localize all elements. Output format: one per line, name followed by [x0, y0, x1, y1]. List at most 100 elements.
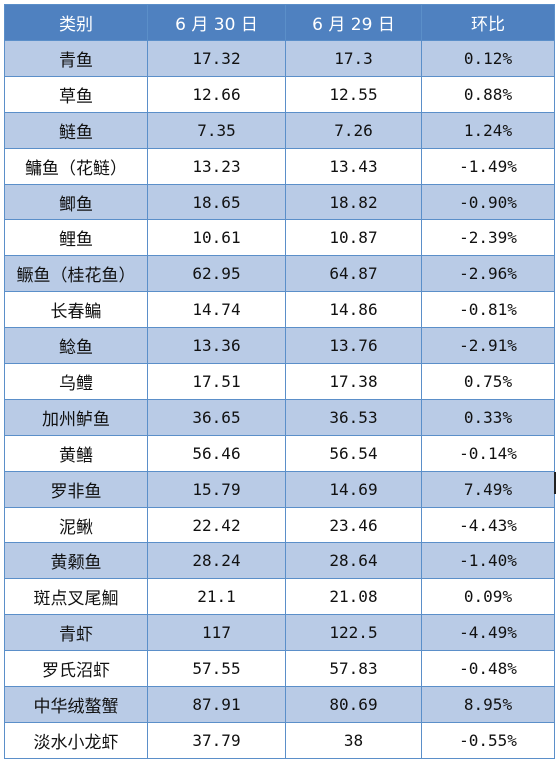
cell-june-29: 122.5 [285, 614, 422, 652]
table-row: 鳙鱼（花鲢） 13.23 13.43 -1.49% [4, 147, 555, 185]
cell-change: -1.40% [421, 542, 555, 580]
cell-category: 鳙鱼（花鲢） [4, 147, 148, 185]
table-row: 加州鲈鱼 36.65 36.53 0.33% [4, 398, 555, 436]
table-row: 青鱼 17.32 17.3 0.12% [4, 40, 555, 77]
cell-category: 乌鳢 [4, 363, 148, 400]
cell-change: -1.49% [421, 147, 555, 185]
cell-june-30: 21.1 [147, 578, 286, 616]
table-row: 泥鳅 22.42 23.46 -4.43% [4, 506, 555, 544]
table-row: 罗氏沼虾 57.55 57.83 -0.48% [4, 650, 555, 688]
cell-june-29: 80.69 [285, 686, 422, 723]
cell-june-30: 14.74 [147, 291, 286, 329]
cell-june-30: 12.66 [147, 75, 286, 113]
cell-change: -0.48% [421, 650, 555, 688]
cell-june-30: 13.36 [147, 327, 286, 365]
header-change: 环比 [421, 4, 555, 41]
cell-change: -4.43% [421, 506, 555, 544]
table-row: 黄鳝 56.46 56.54 -0.14% [4, 434, 555, 472]
cell-june-30: 15.79 [147, 470, 286, 508]
cell-category: 罗非鱼 [4, 470, 148, 508]
cell-category: 长春鳊 [4, 291, 148, 329]
cell-category: 青鱼 [4, 40, 148, 77]
table-row: 鲶鱼 13.36 13.76 -2.91% [4, 327, 555, 365]
table-row: 草鱼 12.66 12.55 0.88% [4, 75, 555, 113]
table-row: 黄颡鱼 28.24 28.64 -1.40% [4, 542, 555, 580]
cell-change: -0.55% [421, 721, 555, 759]
cell-june-29: 36.53 [285, 398, 422, 436]
cell-june-29: 14.69 [285, 470, 422, 508]
cell-june-30: 22.42 [147, 506, 286, 544]
cell-change: -0.14% [421, 434, 555, 472]
table-header-row: 类别 6 月 30 日 6 月 29 日 环比 [4, 4, 555, 41]
cell-june-30: 7.35 [147, 111, 286, 149]
cell-category: 淡水小龙虾 [4, 721, 148, 759]
cell-change: 0.33% [421, 398, 555, 436]
cell-june-30: 18.65 [147, 183, 286, 221]
table-row: 鲢鱼 7.35 7.26 1.24% [4, 111, 555, 149]
cell-june-29: 28.64 [285, 542, 422, 580]
table-row: 长春鳊 14.74 14.86 -0.81% [4, 291, 555, 329]
cell-june-29: 56.54 [285, 434, 422, 472]
table-row: 罗非鱼 15.79 14.69 7.49% [4, 470, 555, 508]
cell-june-29: 13.43 [285, 147, 422, 185]
table-row: 鳜鱼（桂花鱼） 62.95 64.87 -2.96% [4, 255, 555, 293]
cell-june-30: 37.79 [147, 721, 286, 759]
cell-change: 7.49% [421, 470, 555, 508]
cell-category: 黄颡鱼 [4, 542, 148, 580]
cell-june-30: 28.24 [147, 542, 286, 580]
cell-june-29: 10.87 [285, 219, 422, 257]
cell-june-30: 17.32 [147, 40, 286, 77]
cell-change: -2.96% [421, 255, 555, 293]
cell-june-30: 10.61 [147, 219, 286, 257]
cell-change: 0.12% [421, 40, 555, 77]
cell-category: 鲢鱼 [4, 111, 148, 149]
table-row: 淡水小龙虾 37.79 38 -0.55% [4, 721, 555, 759]
fish-price-table: 类别 6 月 30 日 6 月 29 日 环比 青鱼 17.32 17.3 0.12%… [4, 4, 555, 759]
cell-june-29: 18.82 [285, 183, 422, 221]
cell-change: 8.95% [421, 686, 555, 723]
table-row: 斑点叉尾鮰 21.1 21.08 0.09% [4, 578, 555, 616]
table-body: 青鱼 17.32 17.3 0.12% 草鱼 12.66 12.55 0.88% 鲢鱼 7.35 7… [4, 40, 555, 759]
cell-category: 鳜鱼（桂花鱼） [4, 255, 148, 293]
cell-category: 中华绒螯蟹 [4, 686, 148, 723]
cell-category: 鲶鱼 [4, 327, 148, 365]
cell-june-29: 57.83 [285, 650, 422, 688]
cell-june-29: 17.3 [285, 40, 422, 77]
cell-june-29: 12.55 [285, 75, 422, 113]
cell-category: 加州鲈鱼 [4, 398, 148, 436]
cell-june-30: 56.46 [147, 434, 286, 472]
cell-change: 1.24% [421, 111, 555, 149]
cell-june-30: 17.51 [147, 363, 286, 400]
cell-change: 0.09% [421, 578, 555, 616]
cell-change: 0.75% [421, 363, 555, 400]
cell-june-29: 38 [285, 721, 422, 759]
cell-category: 黄鳝 [4, 434, 148, 472]
cell-change: -0.90% [421, 183, 555, 221]
cell-june-29: 14.86 [285, 291, 422, 329]
cell-june-30: 117 [147, 614, 286, 652]
header-june-29: 6 月 29 日 [285, 4, 422, 41]
header-category: 类别 [4, 4, 148, 41]
cell-june-29: 21.08 [285, 578, 422, 616]
table-row: 鲤鱼 10.61 10.87 -2.39% [4, 219, 555, 257]
cell-change: 0.88% [421, 75, 555, 113]
cell-category: 青虾 [4, 614, 148, 652]
cell-june-29: 64.87 [285, 255, 422, 293]
cell-change: -0.81% [421, 291, 555, 329]
cell-june-30: 13.23 [147, 147, 286, 185]
price-table-container: 类别 6 月 30 日 6 月 29 日 环比 青鱼 17.32 17.3 0.12%… [4, 4, 555, 759]
cell-june-30: 57.55 [147, 650, 286, 688]
cell-june-30: 36.65 [147, 398, 286, 436]
cell-category: 鲤鱼 [4, 219, 148, 257]
cell-june-29: 13.76 [285, 327, 422, 365]
cell-june-30: 62.95 [147, 255, 286, 293]
cell-category: 鲫鱼 [4, 183, 148, 221]
cell-june-29: 17.38 [285, 363, 422, 400]
cell-category: 泥鳅 [4, 506, 148, 544]
cell-june-30: 87.91 [147, 686, 286, 723]
table-row: 乌鳢 17.51 17.38 0.75% [4, 363, 555, 400]
text-cursor [554, 472, 556, 494]
cell-change: -2.91% [421, 327, 555, 365]
table-row: 鲫鱼 18.65 18.82 -0.90% [4, 183, 555, 221]
cell-june-29: 23.46 [285, 506, 422, 544]
